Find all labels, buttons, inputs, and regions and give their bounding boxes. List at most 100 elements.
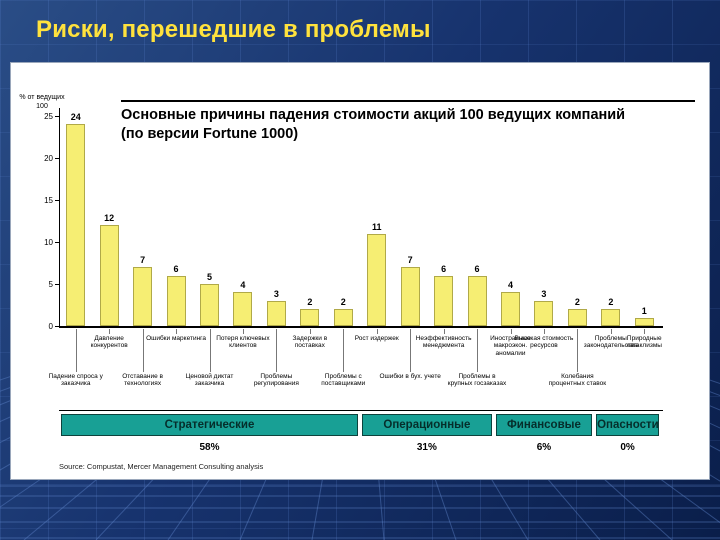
y-axis-unit-line1: % от ведущих xyxy=(19,94,65,101)
group-box: Стратегические xyxy=(61,414,358,436)
category-label: Рост издержек xyxy=(354,335,399,342)
chart-title-main: Основные причины падения стоимости акций… xyxy=(121,107,626,123)
bar xyxy=(266,300,286,326)
y-tick-mark xyxy=(55,116,59,117)
category-leader-line xyxy=(443,329,445,334)
category-leader-line xyxy=(577,329,579,372)
bar xyxy=(501,292,520,326)
slide-title: Риски, перешедшие в проблемы xyxy=(36,16,431,43)
category-label: Высокая стоимость ресурсов xyxy=(514,335,574,350)
category-label: Природные катаклизмы xyxy=(626,335,662,350)
category-label: Ошибки маркетинга xyxy=(146,335,207,342)
bar xyxy=(601,309,621,326)
category-leader-line xyxy=(376,329,378,334)
y-tick-mark xyxy=(55,284,59,285)
y-tick-label: 0 xyxy=(48,322,53,331)
y-tick-label: 15 xyxy=(44,196,53,205)
source-note: Source: Compustat, Mercer Management Con… xyxy=(59,462,264,471)
x-axis-line xyxy=(59,326,663,328)
group-box: Опасности xyxy=(596,414,659,436)
y-tick-label: 5 xyxy=(48,280,53,289)
bar xyxy=(467,275,487,326)
bar xyxy=(300,309,320,326)
chart-title: Основные причины падения стоимости акций… xyxy=(121,106,699,144)
bar-value-label: 11 xyxy=(371,221,382,232)
bar-value-label: 2 xyxy=(574,297,580,308)
category-label: Проблемы с поставщиками xyxy=(321,373,366,388)
group-percent-label: 31% xyxy=(416,442,437,453)
category-leader-line xyxy=(343,329,345,372)
category-label: Падение спроса у заказчика xyxy=(48,373,103,388)
bar-value-label: 5 xyxy=(206,272,212,282)
bar-value-label: 3 xyxy=(273,288,279,299)
bar-chart-plot: 0 5 10 15 20 25 24 Падение спроса у заказчика 12… xyxy=(11,63,709,479)
bar-value-label: 6 xyxy=(441,263,447,274)
bar xyxy=(534,300,554,326)
category-label: Проблемы в крупных госзаказах xyxy=(447,373,507,388)
y-tick-mark xyxy=(55,242,59,243)
category-label: Неэффективность менеджмента xyxy=(415,335,472,350)
category-leader-line xyxy=(610,329,612,334)
bar-value-label: 4 xyxy=(240,280,246,291)
bar-value-label: 6 xyxy=(474,263,480,274)
category-leader-line xyxy=(142,329,144,372)
category-label: Задержки в поставках xyxy=(292,335,328,350)
bar-value-label: 2 xyxy=(307,297,313,308)
category-leader-line xyxy=(276,329,278,372)
bar-value-label: 24 xyxy=(70,112,81,123)
bar xyxy=(200,284,219,326)
category-label: Потеря ключевых клиентов xyxy=(216,335,270,350)
bar xyxy=(634,317,654,326)
category-label: Давление конкурентов xyxy=(90,335,128,350)
category-label: Ошибки в бух. учете xyxy=(379,373,441,380)
bar xyxy=(367,233,387,326)
category-label: Проблемы законодательства xyxy=(583,335,638,350)
category-label: Иностранные макроэкон. аномалии xyxy=(490,335,531,357)
bar-value-label: 7 xyxy=(140,255,146,266)
bar xyxy=(567,309,587,326)
category-leader-line xyxy=(176,329,178,334)
y-tick-label: 10 xyxy=(44,238,53,247)
group-percent-label: 0% xyxy=(620,442,635,453)
bar xyxy=(400,267,420,326)
bar xyxy=(66,124,86,326)
bar xyxy=(434,275,454,326)
category-leader-line xyxy=(543,329,545,334)
group-box: Операционные xyxy=(362,414,492,436)
chart-panel: % от ведущих 100 Основные причины падени… xyxy=(10,62,710,480)
y-axis-unit-label: % от ведущих 100 xyxy=(17,93,67,112)
y-tick-mark xyxy=(55,158,59,159)
y-tick-mark xyxy=(55,200,59,201)
category-leader-line xyxy=(109,329,111,334)
group-box: Финансовые xyxy=(495,414,593,436)
y-tick-label: 20 xyxy=(44,154,53,163)
bar-value-label: 2 xyxy=(608,297,614,308)
category-label: Колебания процентных ставок xyxy=(548,373,607,388)
bar xyxy=(133,267,153,326)
category-leader-line xyxy=(242,329,244,334)
bar xyxy=(233,292,253,326)
category-leader-line xyxy=(477,329,479,372)
group-percent-label: 6% xyxy=(536,442,552,453)
category-label: Отставание в технологиях xyxy=(122,373,164,388)
category-label: Ценовой диктат заказчика xyxy=(185,373,234,388)
y-axis-unit-line2: 100 xyxy=(36,103,48,111)
bar-value-label: 3 xyxy=(541,288,547,299)
y-axis-line xyxy=(59,108,60,326)
group-divider-line xyxy=(59,410,663,411)
bar-value-label: 2 xyxy=(340,297,346,308)
bar-value-label: 1 xyxy=(641,305,647,316)
chart-title-sub: (по версии Fortune 1000) xyxy=(121,125,299,142)
group-percent-label: 58% xyxy=(199,442,220,453)
category-leader-line xyxy=(209,329,211,372)
category-leader-line xyxy=(644,329,646,334)
category-leader-line xyxy=(75,329,77,372)
bar xyxy=(166,275,186,326)
category-leader-line xyxy=(510,329,512,334)
bar xyxy=(333,309,353,326)
chart-title-rule xyxy=(121,100,695,102)
category-leader-line xyxy=(309,329,311,334)
bar-value-label: 7 xyxy=(407,255,413,266)
y-tick-label: 25 xyxy=(44,112,53,121)
